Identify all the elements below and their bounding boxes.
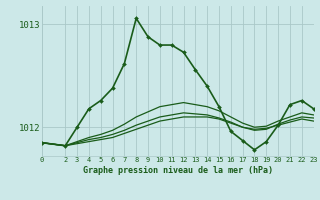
X-axis label: Graphe pression niveau de la mer (hPa): Graphe pression niveau de la mer (hPa) [83, 166, 273, 175]
